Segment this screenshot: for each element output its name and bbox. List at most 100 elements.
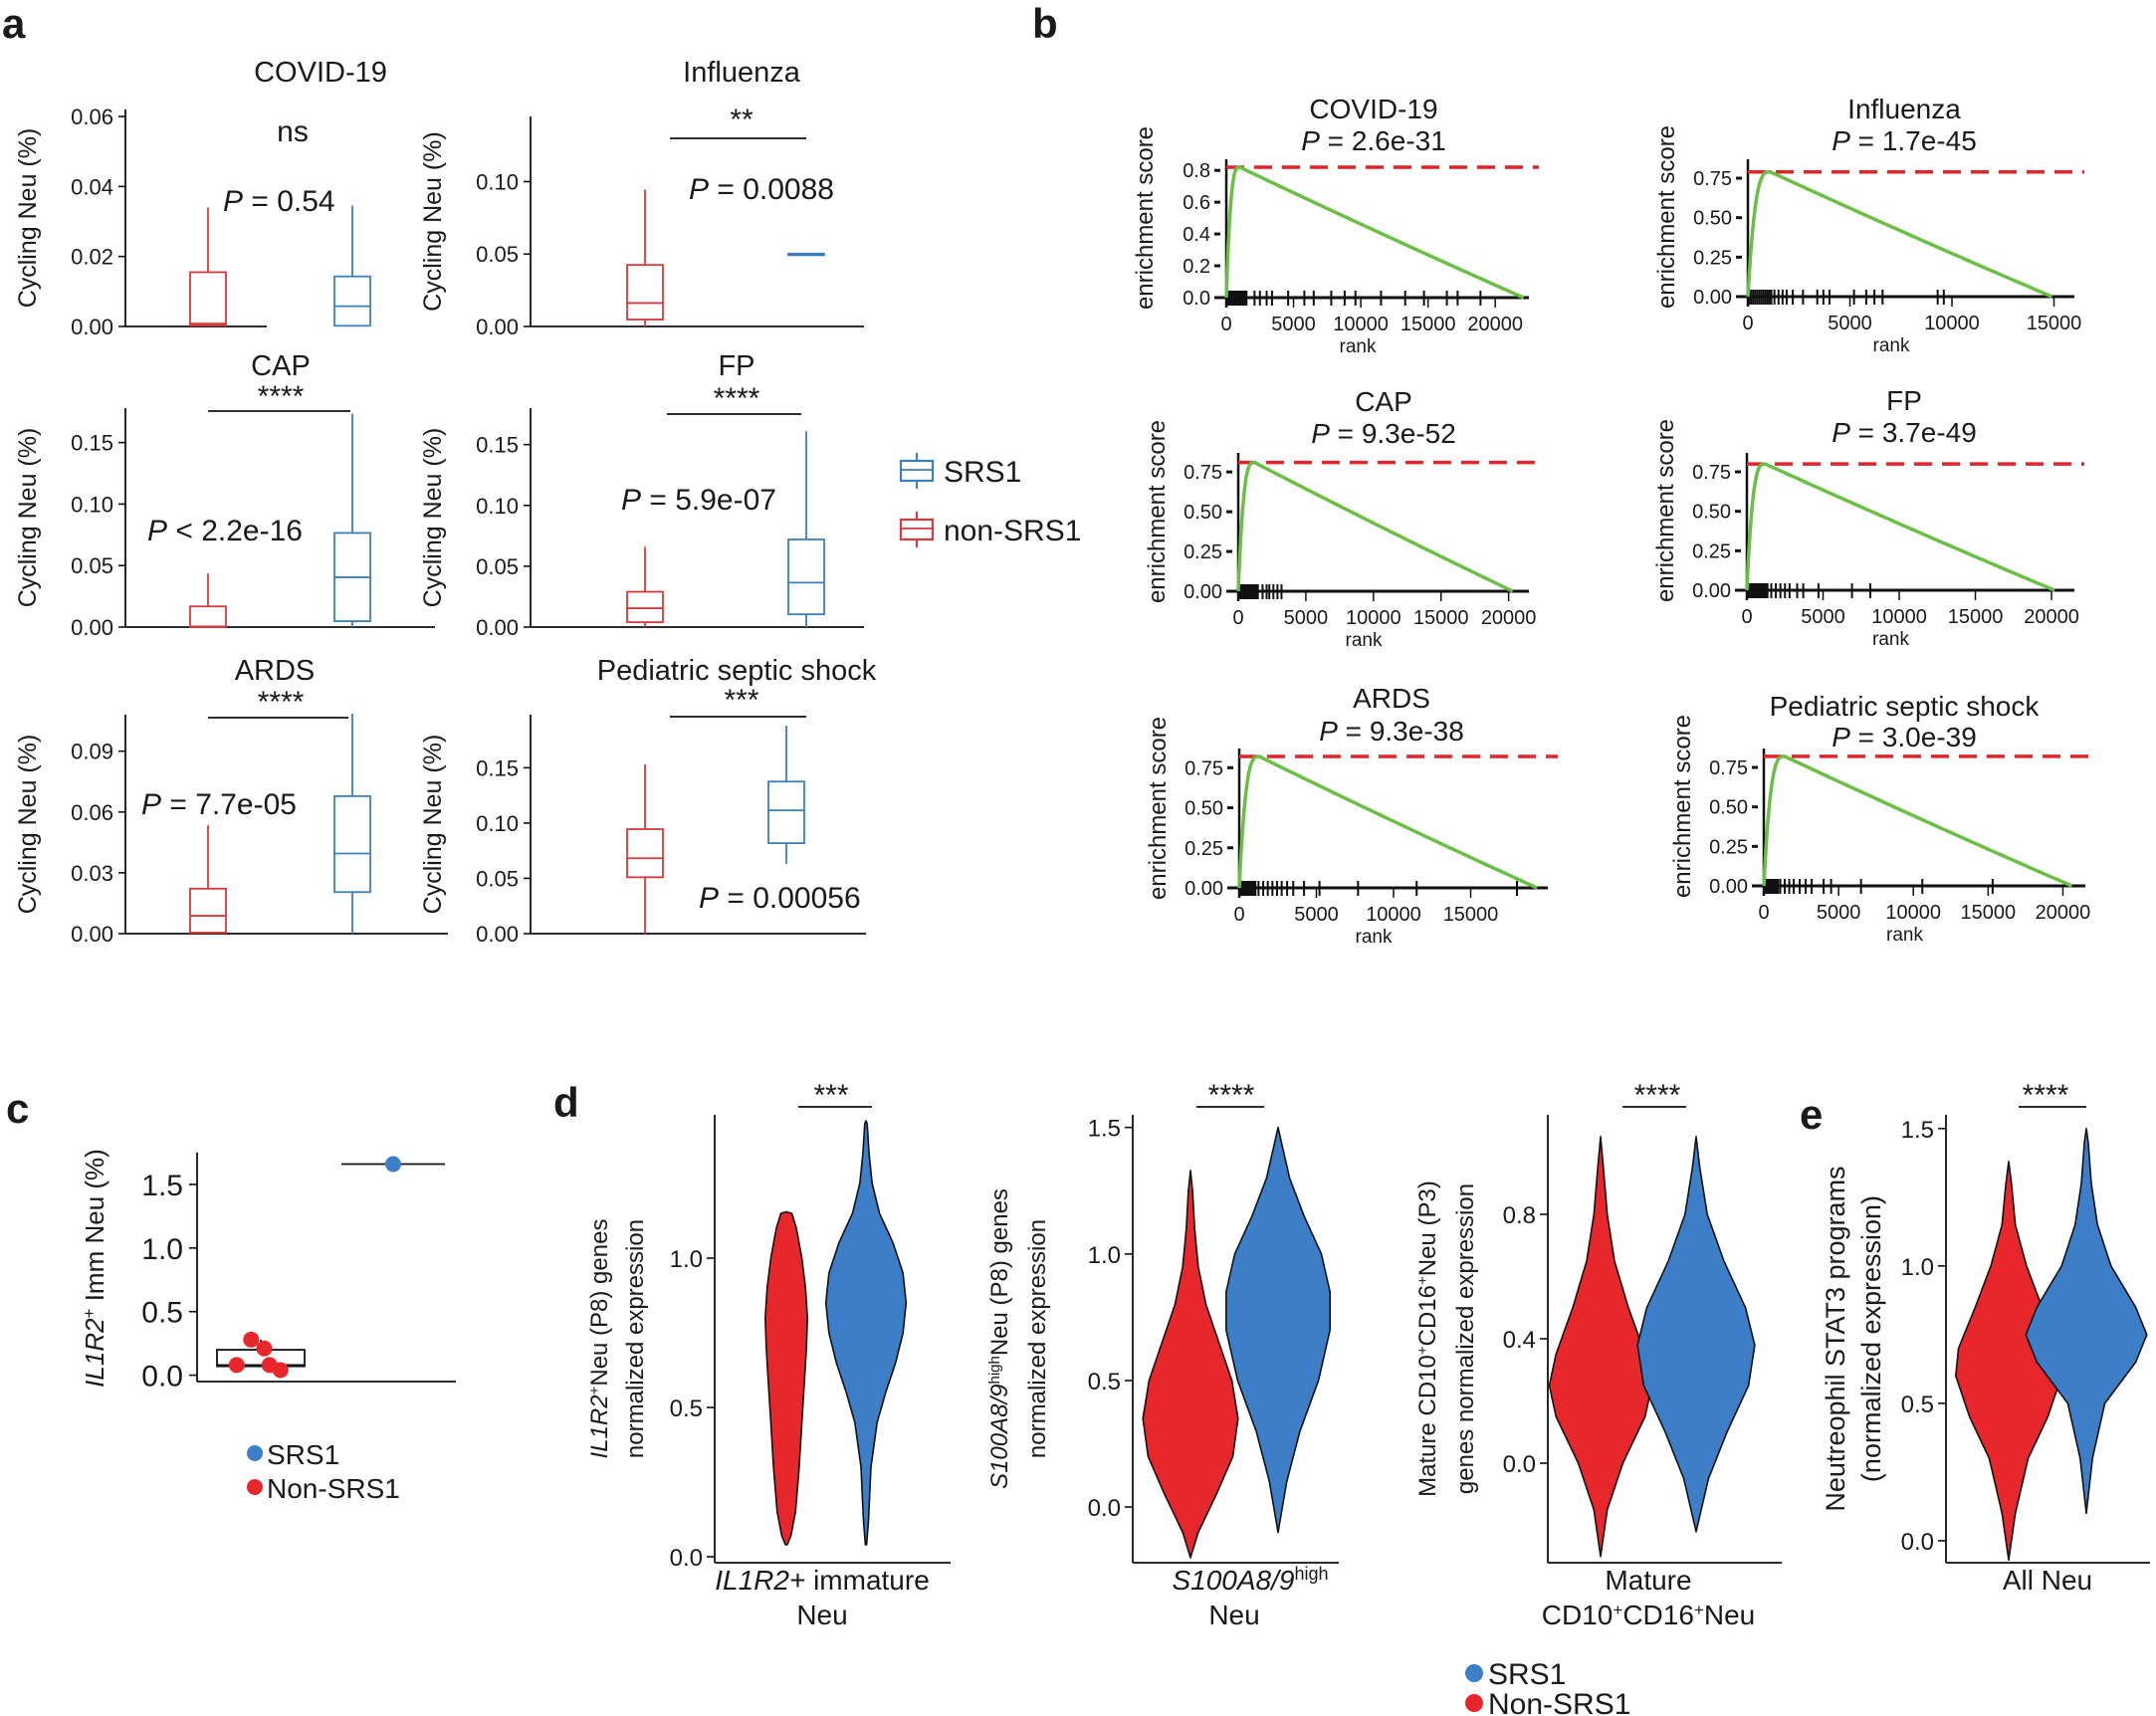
- significance-label: **: [730, 104, 754, 136]
- y-axis-label: enrichment score: [1652, 419, 1679, 602]
- non-srs1-point: [243, 1331, 260, 1348]
- significance-label: ****: [714, 382, 760, 415]
- box-srs1: [787, 431, 825, 627]
- p-value-label-p: P: [223, 185, 243, 218]
- box-chart-2: 0.00 0.05 0.10 0.15 Cycling Neu (%) CAP**** P …: [14, 350, 435, 640]
- x-tick-label: 20000: [1481, 607, 1537, 629]
- x-tick-label: 0: [1220, 314, 1231, 335]
- box-chart-1: 0.00 0.05 0.10 Cycling Neu (%) Influenza ** P …: [419, 57, 864, 339]
- y-tick-label: 0.0: [1088, 1495, 1121, 1522]
- y-axis-label-line1: Mature CD10+CD16+Neu (P3): [1414, 1180, 1442, 1497]
- y-tick-label: 0.50: [1184, 502, 1222, 524]
- y-tick-label: 1.5: [141, 1170, 183, 1202]
- x-tick-label: 10000: [1366, 904, 1421, 926]
- box-non-srs1: [626, 189, 664, 326]
- gsea-chart-2: 0.00 0.25 0.50 0.75 0 5000 10000 15000 20000 rank…: [1144, 386, 1539, 651]
- significance-label: ns: [277, 115, 309, 148]
- box-iqr: [767, 780, 805, 845]
- enrichment-curve: [1746, 169, 2053, 299]
- violin-srs1: [824, 1120, 908, 1546]
- y-tick-label: 0.25: [1709, 836, 1748, 858]
- hit-ticks: [1238, 881, 1518, 896]
- non-srs1-point: [228, 1357, 245, 1374]
- significance-label: ****: [258, 686, 305, 719]
- p-value-label-p: P: [1319, 716, 1338, 747]
- gsea-chart-4: 0.00 0.25 0.50 0.75 0 5000 10000 15000 rank enric…: [1145, 683, 1558, 948]
- y-tick-label: 0.00: [1693, 287, 1732, 309]
- p-value-label: P = 0.00056: [699, 882, 861, 915]
- p-value-label-rest: = 0.54: [243, 185, 335, 218]
- y-axis-label: Cycling Neu (%): [14, 128, 42, 309]
- x-tick-label: 0: [1232, 607, 1243, 629]
- y-tick-label: 0.5: [670, 1395, 703, 1422]
- y-tick-label: 0.05: [476, 242, 519, 267]
- x-tick-label: 5000: [1271, 314, 1316, 335]
- x-axis-label-line2: CD10+CD16+Neu: [1542, 1600, 1755, 1630]
- y-tick-label: 0.0: [1901, 1529, 1934, 1556]
- x-tick-label: 10000: [1924, 313, 1980, 334]
- panel-c: 0.0 0.5 1.0 1.5 IL1R2+ Imm Neu (%): [80, 1149, 456, 1394]
- box-non-srs1: [189, 573, 227, 628]
- legend-a-non-srs1-key: [899, 518, 935, 541]
- chart-title: Pediatric septic shock: [597, 655, 877, 687]
- panel-a: 0.00 0.02 0.04 0.06 Cycling Neu (%) COVID-19 n…: [14, 57, 877, 947]
- x-label-rest: Neu: [1704, 1600, 1755, 1630]
- y-tick-label: 0.25: [1184, 541, 1222, 563]
- y-axis-label: enrichment score: [1132, 126, 1159, 310]
- violin-non-srs1: [1955, 1161, 2062, 1561]
- y-tick-label: 0.0: [1503, 1451, 1536, 1478]
- gsea-chart-3: 0.00 0.25 0.50 0.75 0 5000 10000 15000 20000 rank…: [1652, 385, 2084, 650]
- box-iqr: [626, 264, 664, 321]
- p-value-label-rest: = 0.0088: [709, 173, 834, 206]
- chart-title: FP: [718, 350, 755, 382]
- x-tick-label: 5000: [1828, 313, 1872, 334]
- p-value-label-p: P: [1832, 417, 1850, 448]
- y-label-mid: CD16: [1414, 1285, 1441, 1346]
- y-tick-label: 0.00: [1184, 581, 1222, 603]
- p-value-label-rest: = 5.9e-07: [641, 484, 776, 517]
- y-tick-label: 0.00: [71, 615, 113, 640]
- x-tick-label: 10000: [1885, 902, 1941, 924]
- y-axis-label-line2: genes normalized expression: [1452, 1183, 1479, 1494]
- y-tick-label: 0.8: [1183, 160, 1210, 182]
- legend-d-srs1-label: SRS1: [1488, 1658, 1566, 1691]
- x-tick-label: 0: [1758, 902, 1769, 924]
- x-tick-label: 5000: [1801, 606, 1845, 628]
- x-axis-label-line1: IL1R2+ immature: [715, 1565, 930, 1596]
- y-tick-label: 0.02: [71, 245, 113, 270]
- y-axis-label: Cycling Neu (%): [419, 131, 447, 312]
- srs1-point: [385, 1156, 401, 1173]
- x-axis-label: rank: [1872, 629, 1909, 650]
- y-tick-label: 0.00: [476, 315, 519, 339]
- y-axis-label-line2: normalized expression: [1024, 1219, 1051, 1458]
- non-srs1-point: [256, 1340, 273, 1357]
- p-value-label-p: P: [1832, 722, 1850, 752]
- y-tick-label: 0.06: [71, 105, 113, 129]
- y-axis-label: Cycling Neu (%): [419, 735, 447, 915]
- enrichment-curve: [1236, 460, 1514, 593]
- x-tick-label: 10000: [1871, 606, 1927, 628]
- gsea-chart-0: 0.0 0.2 0.4 0.6 0.8 0 5000 10000 15000 20000 rank e…: [1132, 94, 1539, 357]
- x-tick-label: 5000: [1284, 607, 1329, 629]
- y-tick-label: 0.15: [476, 755, 519, 780]
- x-label-pre: CD10: [1542, 1600, 1614, 1630]
- y-tick-label: 0.10: [476, 811, 519, 836]
- legend-a: SRS1 non-SRS1: [899, 453, 1081, 547]
- significance-label: ****: [1634, 1079, 1681, 1112]
- y-tick-label: 0.25: [1185, 838, 1223, 860]
- box-non-srs1: [626, 764, 664, 934]
- legend-a-non-srs1-label: non-SRS1: [944, 515, 1081, 547]
- chart-title: CAP: [251, 350, 311, 382]
- box-non-srs1: [189, 825, 227, 934]
- p-value-label-rest: = 7.7e-05: [161, 788, 297, 821]
- y-tick-label: 0.50: [1692, 502, 1731, 524]
- y-tick-label: 0.04: [71, 174, 113, 199]
- y-label-rest: Neu (P8) genes: [986, 1188, 1013, 1356]
- chart-title: CAP: [1355, 386, 1412, 417]
- x-label-sup: high: [1294, 1564, 1328, 1584]
- y-axis-label-line2: normalized expression: [622, 1219, 649, 1458]
- legend-c-non-srs1-dot: [247, 1479, 263, 1495]
- y-tick-label: 0.00: [71, 922, 113, 947]
- p-value-label-p: P: [141, 788, 161, 821]
- y-label-sup: +: [586, 1386, 603, 1394]
